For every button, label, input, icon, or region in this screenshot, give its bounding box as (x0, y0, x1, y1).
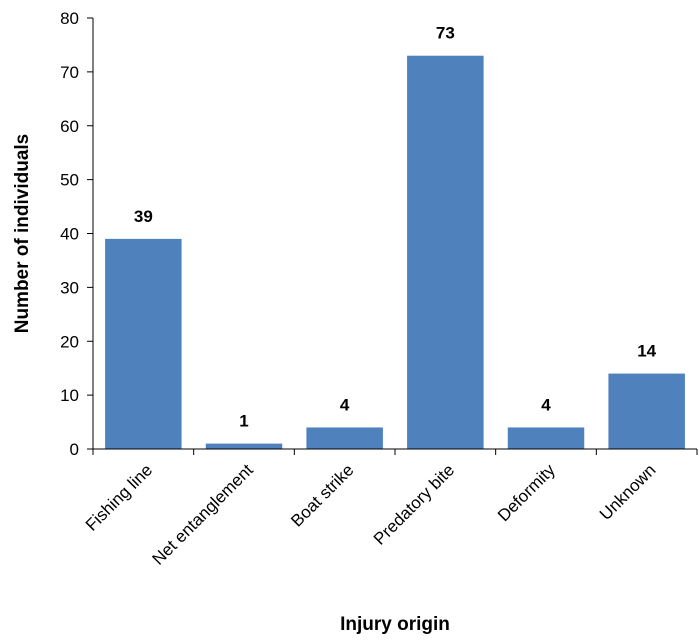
bar (105, 238, 182, 449)
category-label: Predatory bite (370, 460, 458, 548)
y-tick-label: 60 (60, 117, 79, 136)
category-label: Unknown (596, 460, 660, 524)
bar (306, 427, 383, 449)
category-label: Boat strike (287, 460, 357, 530)
category-label: Net entanglement (148, 460, 257, 569)
data-label: 1 (239, 412, 248, 431)
y-axis-title: Number of individuals (12, 134, 33, 334)
y-tick-label: 70 (60, 63, 79, 82)
y-tick-label: 30 (60, 278, 79, 297)
bar (507, 427, 585, 449)
data-label: 14 (637, 342, 656, 361)
bar (205, 443, 283, 449)
x-axis-title: Injury origin (340, 614, 450, 635)
y-axis: 0 10 20 30 40 50 60 70 80 (60, 9, 94, 459)
bar (608, 373, 685, 449)
data-label: 73 (436, 24, 455, 43)
data-label: 39 (134, 207, 153, 226)
category-label: Fishing line (82, 460, 156, 534)
y-tick-label: 40 (60, 225, 79, 244)
y-tick-label: 10 (60, 386, 79, 405)
y-tick-label: 0 (70, 440, 79, 459)
y-tick-label: 20 (60, 332, 79, 351)
y-tick-label: 80 (60, 9, 79, 28)
data-label: 4 (340, 395, 350, 414)
bars-group (105, 55, 685, 450)
data-label: 4 (541, 395, 551, 414)
bar (407, 55, 484, 450)
y-tick-label: 50 (60, 171, 79, 190)
category-label: Deformity (494, 460, 559, 525)
